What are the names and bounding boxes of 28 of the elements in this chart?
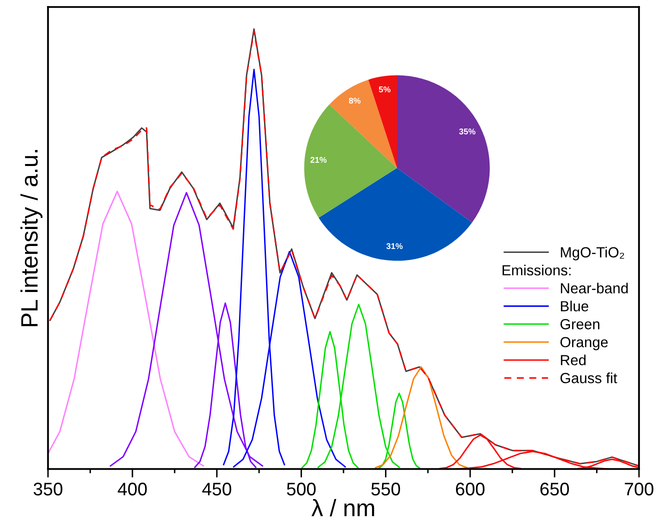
- pie-slice: [329, 80, 397, 168]
- data-label: 5%: [378, 86, 390, 92]
- x-tick-label: 500: [286, 482, 316, 496]
- pie-slice: [304, 104, 397, 218]
- pie-slice: [318, 168, 472, 261]
- y-axis-title: PL intensity / a.u.: [20, 150, 42, 326]
- legend-label: Red: [560, 354, 586, 366]
- x-tick-label: 450: [202, 482, 232, 496]
- x-tick-label: 350: [34, 482, 62, 496]
- legend-label: Blue: [560, 300, 588, 312]
- x-tick-label: 650: [540, 482, 569, 496]
- pie-slice: [397, 75, 490, 223]
- x-tick-label: 550: [371, 482, 400, 496]
- legend-label: Near-band: [560, 282, 628, 294]
- x-tick-label: 600: [456, 482, 484, 496]
- legend-label: Gauss fit: [560, 372, 618, 384]
- data-label: 35%: [459, 128, 476, 134]
- data-label: 31%: [386, 243, 403, 250]
- pie-slice: [368, 75, 397, 168]
- data-label: 8%: [348, 98, 361, 104]
- x-axis-title: λ / nm: [312, 499, 374, 516]
- x-tick-label: 400: [118, 482, 147, 496]
- legend-label: Orange: [560, 336, 608, 350]
- x-tick-label: 700: [624, 482, 654, 496]
- data-label: 21%: [310, 156, 327, 163]
- legend-title: Emissions:: [502, 264, 571, 276]
- legend-label: Green: [560, 319, 600, 330]
- legend-label: MgO-TiO₂: [560, 246, 624, 260]
